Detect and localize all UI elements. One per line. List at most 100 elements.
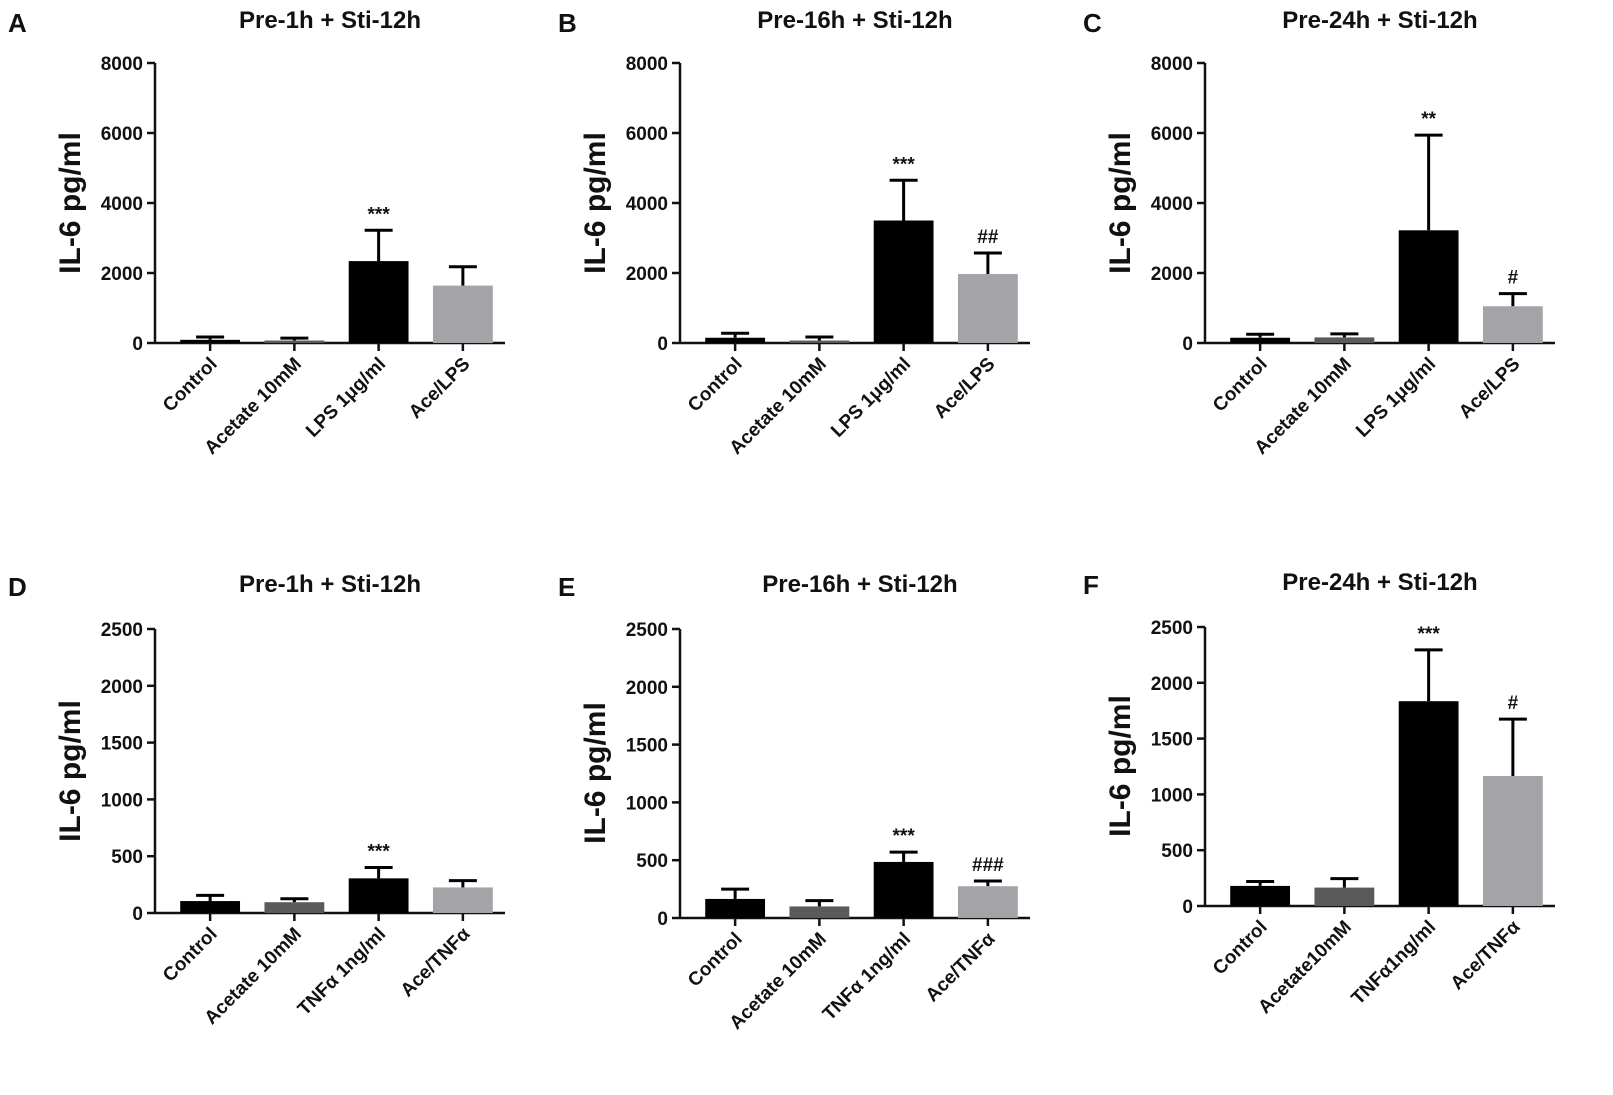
bar xyxy=(789,906,850,918)
significance-marker: *** xyxy=(893,826,916,847)
bar xyxy=(705,337,766,343)
x-tick-label: Ace/LPS xyxy=(405,354,474,423)
significance-marker: *** xyxy=(1418,624,1441,645)
bar xyxy=(873,220,934,343)
y-axis-label: IL-6 pg/ml xyxy=(579,132,612,274)
y-tick-label: 500 xyxy=(636,851,668,872)
bar xyxy=(180,901,241,913)
bar xyxy=(348,261,409,343)
y-axis-label: IL-6 pg/ml xyxy=(54,700,87,842)
x-tick-label: Ace/LPS xyxy=(930,354,999,423)
bar xyxy=(789,340,850,343)
panel-c: C Pre-24h + Sti-12h IL-6 pg/ml 0 2000 4000 600… xyxy=(1083,7,1555,459)
x-tick-label: Ace/TNFα xyxy=(1447,916,1525,994)
bar xyxy=(264,902,325,913)
y-tick-label: 2000 xyxy=(626,264,668,285)
y-tick-label: 2000 xyxy=(1151,674,1193,695)
y-tick-label: 2000 xyxy=(101,264,143,285)
x-tick-label: LPS 1μg/ml xyxy=(827,354,915,442)
bar xyxy=(264,340,325,343)
panel-letter: B xyxy=(558,8,577,38)
y-tick-label: 8000 xyxy=(101,54,143,75)
y-tick-label: 0 xyxy=(132,904,143,925)
bar xyxy=(1314,887,1375,906)
bar xyxy=(957,274,1018,343)
y-axis-label: IL-6 pg/ml xyxy=(579,702,612,844)
panel-e: E Pre-16h + Sti-12h IL-6 pg/ml 0 500 1000 1500… xyxy=(558,571,1030,1034)
bar xyxy=(180,339,241,343)
bar xyxy=(1230,885,1291,906)
bar xyxy=(705,898,766,918)
y-tick-label: 1500 xyxy=(626,736,668,757)
x-tick-label: Control xyxy=(159,354,222,417)
significance-marker: ** xyxy=(1421,109,1436,130)
y-tick-label: 2000 xyxy=(101,677,143,698)
chart-title: Pre-24h + Sti-12h xyxy=(1282,7,1477,34)
panel-letter: F xyxy=(1083,570,1099,600)
bar xyxy=(957,886,1018,918)
y-tick-label: 4000 xyxy=(101,194,143,215)
chart-title: Pre-24h + Sti-12h xyxy=(1282,569,1477,596)
panel-letter: D xyxy=(8,572,27,602)
x-tick-label: Control xyxy=(159,924,222,987)
y-tick-label: 500 xyxy=(1161,841,1193,862)
x-tick-label: LPS 1μg/ml xyxy=(1352,354,1440,442)
y-tick-label: 0 xyxy=(132,334,143,355)
x-tick-label: Ace/TNFα xyxy=(397,923,475,1001)
x-tick-label: Control xyxy=(684,929,747,992)
y-tick-label: 2500 xyxy=(1151,618,1193,639)
significance-marker: ## xyxy=(977,227,999,248)
panel-f: F Pre-24h + Sti-12h IL-6 pg/ml 0 500 1000 1500… xyxy=(1083,569,1555,1018)
panel-a: A Pre-1h + Sti-12h IL-6 pg/ml 0 2000 4000 6000… xyxy=(8,7,505,459)
y-tick-label: 1000 xyxy=(1151,785,1193,806)
bar xyxy=(1398,701,1459,906)
y-tick-label: 4000 xyxy=(1151,194,1193,215)
panel-letter: E xyxy=(558,572,575,602)
x-tick-label: Control xyxy=(1209,917,1272,980)
y-axis-label: IL-6 pg/ml xyxy=(54,132,87,274)
panel-letter: C xyxy=(1083,8,1102,38)
y-tick-label: 1500 xyxy=(1151,730,1193,751)
y-tick-label: 6000 xyxy=(626,124,668,145)
significance-marker: # xyxy=(1508,268,1519,289)
significance-marker: *** xyxy=(893,154,916,175)
significance-marker: ### xyxy=(972,855,1004,876)
bar xyxy=(432,887,493,913)
bar xyxy=(873,861,934,918)
y-tick-label: 2000 xyxy=(1151,264,1193,285)
significance-marker: *** xyxy=(368,842,391,863)
x-tick-label: LPS 1μg/ml xyxy=(302,354,390,442)
bar xyxy=(432,285,493,343)
y-tick-label: 8000 xyxy=(626,54,668,75)
chart-title: Pre-16h + Sti-12h xyxy=(762,571,957,598)
x-tick-label: TNFα1ng/ml xyxy=(1348,917,1441,1010)
bar xyxy=(1314,337,1375,343)
y-tick-label: 2500 xyxy=(101,620,143,641)
y-tick-label: 2500 xyxy=(626,620,668,641)
y-tick-label: 0 xyxy=(657,909,668,930)
panel-b: B Pre-16h + Sti-12h IL-6 pg/ml 0 2000 4000 600… xyxy=(558,7,1030,459)
x-tick-label: Ace/TNFα xyxy=(922,928,1000,1006)
panel-d: D Pre-1h + Sti-12h IL-6 pg/ml 0 500 1000 1500 2… xyxy=(8,571,505,1029)
chart-title: Pre-16h + Sti-12h xyxy=(757,7,952,34)
y-tick-label: 2000 xyxy=(626,678,668,699)
x-tick-label: TNFα 1ng/ml xyxy=(294,924,390,1020)
y-tick-label: 6000 xyxy=(1151,124,1193,145)
significance-marker: *** xyxy=(368,204,391,225)
y-tick-label: 500 xyxy=(111,847,143,868)
y-tick-label: 6000 xyxy=(101,124,143,145)
x-tick-label: TNFα 1ng/ml xyxy=(819,929,915,1025)
y-tick-label: 4000 xyxy=(626,194,668,215)
y-axis-label: IL-6 pg/ml xyxy=(1104,132,1137,274)
y-axis-label: IL-6 pg/ml xyxy=(1104,695,1137,837)
y-tick-label: 0 xyxy=(1182,334,1193,355)
chart-title: Pre-1h + Sti-12h xyxy=(239,571,421,598)
bar xyxy=(1482,775,1543,906)
y-tick-label: 1000 xyxy=(626,793,668,814)
y-tick-label: 1500 xyxy=(101,734,143,755)
x-tick-label: Ace/LPS xyxy=(1455,354,1524,423)
x-tick-label: Control xyxy=(684,354,747,417)
bar xyxy=(348,878,409,913)
bar xyxy=(1398,230,1459,343)
